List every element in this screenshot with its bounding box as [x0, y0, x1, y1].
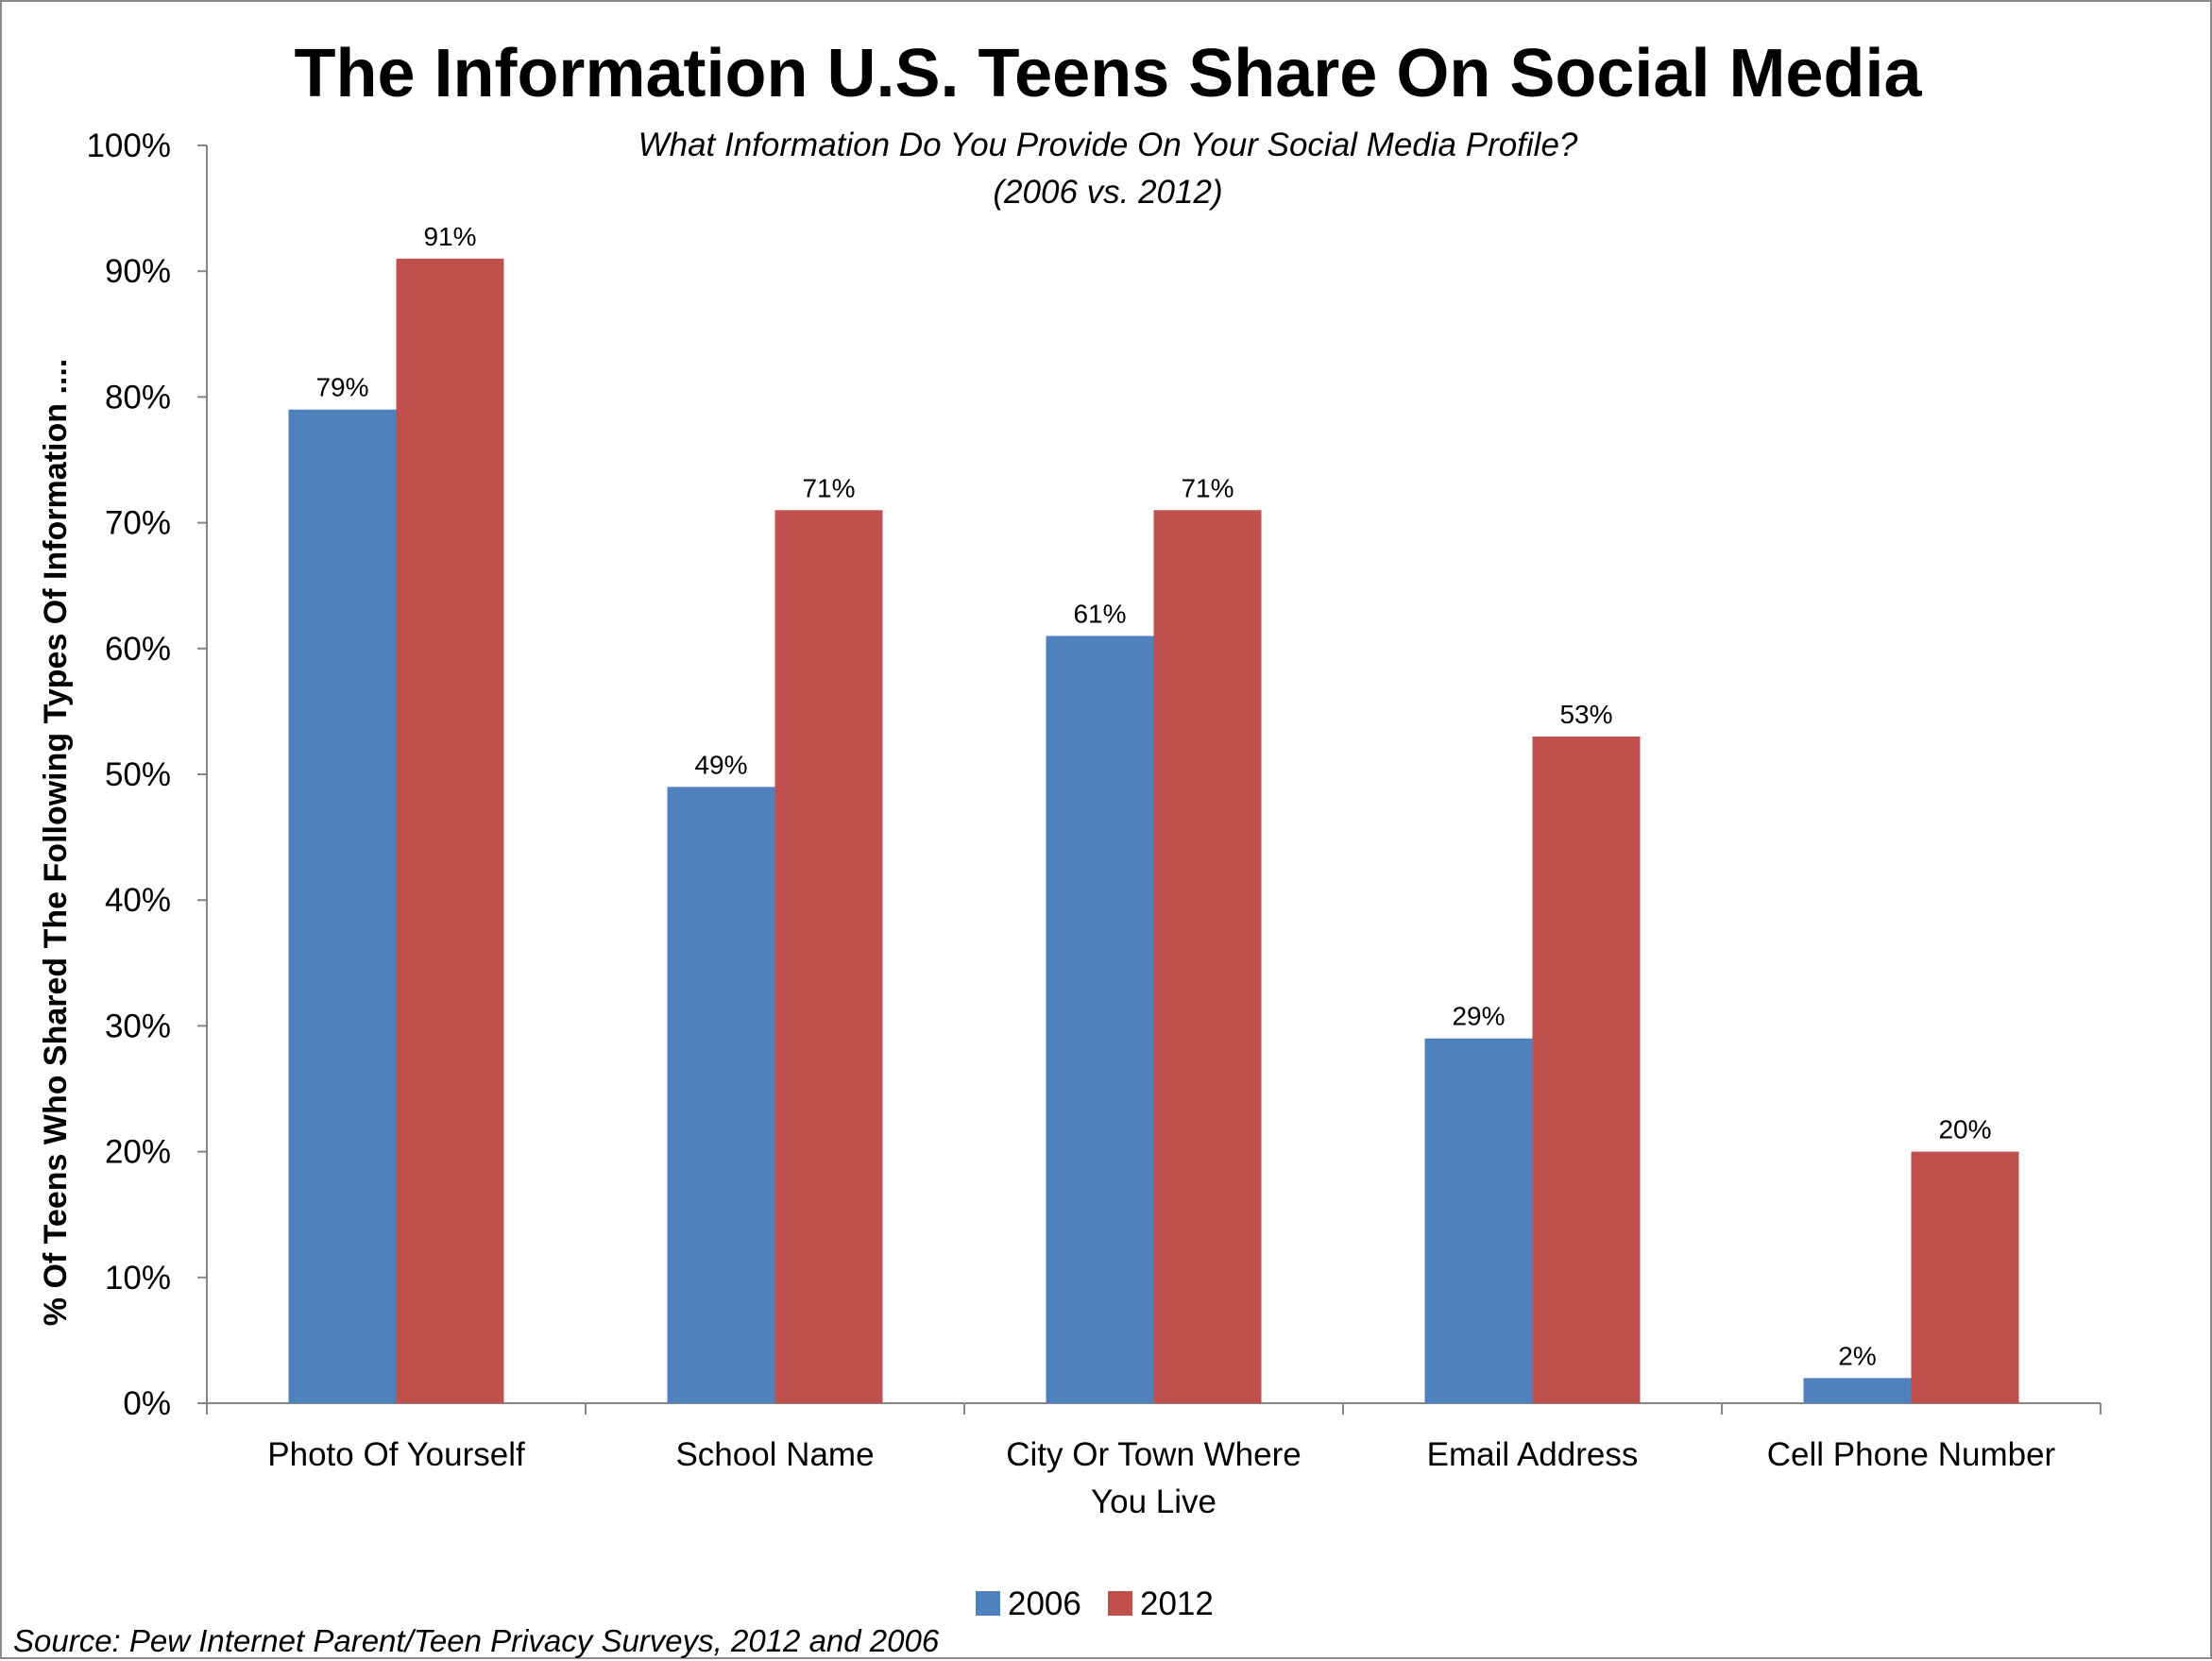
y-axis-label: % Of Teens Who Shared The Following Type… [38, 359, 74, 1326]
legend: 2006 2012 [976, 1585, 1214, 1622]
chart-subtitle-line-1: What Information Do You Provide On Your … [638, 127, 1578, 163]
bar-2012 [396, 258, 504, 1403]
legend-swatch-2006 [976, 1591, 1000, 1616]
bar-2012 [774, 510, 883, 1403]
x-category-label: Photo Of Yourself [267, 1436, 525, 1473]
bar-2012 [1153, 510, 1262, 1403]
data-label-2012: 71% [802, 473, 855, 502]
data-label-2006: 79% [315, 373, 368, 402]
bar-2006 [1424, 1038, 1533, 1403]
x-category-label: Email Address [1427, 1436, 1639, 1473]
data-label-2006: 2% [1838, 1341, 1876, 1370]
bar-2012 [1911, 1151, 2019, 1403]
plot-area: 0% 10% 20% 30% 40% 50% 60% 70% 80% 90% 100% Photo O… [86, 127, 2101, 1520]
y-tick-label: 40% [105, 882, 171, 919]
y-tick-label: 100% [86, 127, 171, 164]
x-category-label: School Name [675, 1436, 874, 1473]
y-tick-label: 0% [123, 1385, 171, 1422]
data-label-2012: 71% [1181, 473, 1234, 502]
bar-2006 [1803, 1378, 1912, 1403]
y-tick-label: 30% [105, 1008, 171, 1044]
x-category-label: Cell Phone Number [1767, 1436, 2056, 1473]
data-label-2006: 49% [694, 750, 747, 779]
data-label-2012: 53% [1559, 700, 1612, 729]
legend-label-2006: 2006 [1008, 1585, 1081, 1622]
x-category-label: City Or Town Where [1006, 1436, 1302, 1473]
x-category-label: You Live [1091, 1483, 1217, 1520]
bar-2006 [288, 409, 397, 1404]
y-tick-label: 20% [105, 1134, 171, 1171]
y-tick-label: 10% [105, 1260, 171, 1297]
legend-swatch-2012 [1108, 1591, 1132, 1616]
bar-2012 [1532, 737, 1641, 1403]
y-tick-label: 70% [105, 505, 171, 542]
bar-2006 [667, 787, 775, 1403]
y-tick-label: 90% [105, 253, 171, 290]
data-label-2006: 61% [1073, 599, 1126, 628]
y-tick-label: 60% [105, 631, 171, 668]
chart-title: The Information U.S. Teens Share On Soci… [294, 36, 1922, 111]
legend-label-2012: 2012 [1140, 1585, 1214, 1622]
y-tick-label: 50% [105, 756, 171, 793]
chart-subtitle-line-2: (2006 vs. 2012) [993, 174, 1222, 211]
data-label-2012: 20% [1938, 1115, 1991, 1144]
bar-2006 [1046, 636, 1154, 1403]
data-label-2006: 29% [1452, 1002, 1505, 1031]
y-tick-label: 80% [105, 379, 171, 415]
data-label-2012: 91% [423, 222, 476, 251]
source-note: Source: Pew Internet Parent/Teen Privacy… [13, 1623, 940, 1658]
